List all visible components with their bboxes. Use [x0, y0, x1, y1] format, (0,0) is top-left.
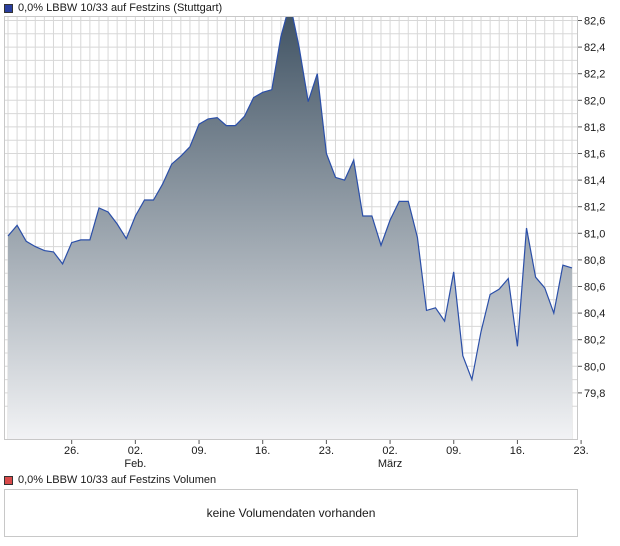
- y-tick-label: 80,4: [584, 308, 605, 320]
- y-tick-label: 82,2: [584, 69, 605, 81]
- x-tick-label: 02.: [128, 445, 143, 457]
- volume-legend-label: 0,0% LBBW 10/33 auf Festzins Volumen: [18, 474, 217, 486]
- volume-legend: 0,0% LBBW 10/33 auf Festzins Volumen: [4, 473, 216, 487]
- price-legend-label: 0,0% LBBW 10/33 auf Festzins (Stuttgart): [18, 2, 223, 14]
- y-tick-label: 80,8: [584, 255, 605, 267]
- y-tick-label: 80,0: [584, 361, 605, 373]
- x-tick-label: 09.: [191, 445, 206, 457]
- price-area: [8, 16, 572, 440]
- x-tick-label: 26.: [64, 445, 79, 457]
- x-month-label: März: [378, 458, 402, 470]
- y-tick-label: 81,4: [584, 175, 605, 187]
- y-tick-label: 80,6: [584, 282, 605, 294]
- x-tick-label: 02.: [382, 445, 397, 457]
- y-tick-label: 79,8: [584, 388, 605, 400]
- price-chart: 82,6 82,4 82,2 82,0 81,8 81,6 81,4 81,2 81,0 80,8…: [4, 16, 605, 470]
- y-tick-label: 81,2: [584, 202, 605, 214]
- volume-legend-swatch: [4, 475, 13, 485]
- price-legend: 0,0% LBBW 10/33 auf Festzins (Stuttgart): [4, 1, 222, 15]
- price-legend-swatch: [4, 3, 13, 13]
- volume-panel: keine Volumendaten vorhanden: [4, 489, 578, 537]
- y-tick-label: 81,0: [584, 228, 605, 240]
- x-tick-label: 23.: [319, 445, 334, 457]
- x-tick-label: 16.: [510, 445, 525, 457]
- y-tick-label: 81,6: [584, 149, 605, 161]
- y-tick-label: 82,6: [584, 16, 605, 28]
- y-tick-label: 82,0: [584, 95, 605, 107]
- y-tick-label: 80,2: [584, 335, 605, 347]
- x-tick-label: 09.: [446, 445, 461, 457]
- x-tick-label: 23.: [573, 445, 588, 457]
- no-volume-message: keine Volumendaten vorhanden: [206, 506, 376, 520]
- x-month-label: Feb.: [124, 458, 146, 470]
- y-tick-label: 81,8: [584, 122, 605, 134]
- y-tick-label: 82,4: [584, 42, 605, 54]
- price-line: [7, 16, 573, 382]
- x-tick-label: 16.: [255, 445, 270, 457]
- plot-frame: [4, 16, 578, 440]
